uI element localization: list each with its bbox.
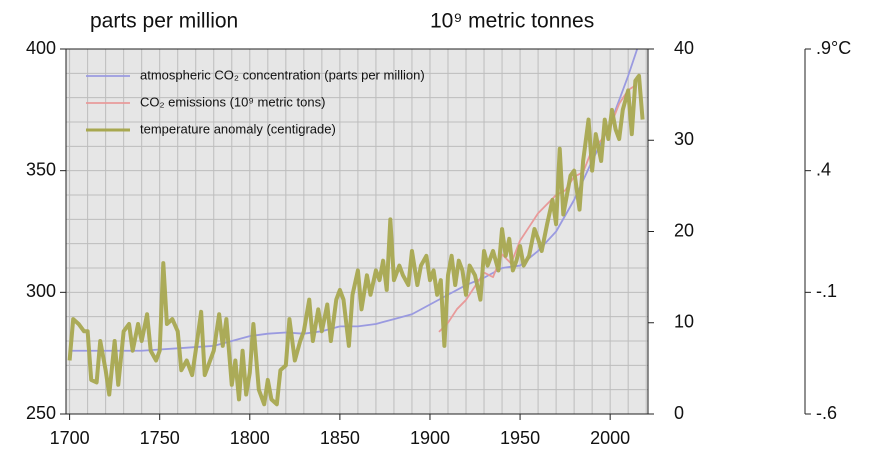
y3-tick-label: .9°C bbox=[816, 38, 851, 58]
x-tick-label: 2000 bbox=[590, 428, 630, 448]
y-tick-label: 250 bbox=[26, 403, 56, 423]
x-tick-label: 1750 bbox=[140, 428, 180, 448]
series-line bbox=[67, 73, 645, 407]
y-tick-label: 400 bbox=[26, 38, 56, 58]
legend-label: atmospheric CO₂ concentration (parts per… bbox=[140, 67, 425, 82]
y2-axis-title: 10⁹ metric tonnes bbox=[430, 10, 594, 33]
y2-tick-label: 0 bbox=[674, 403, 684, 423]
y2-tick-label: 30 bbox=[674, 129, 694, 149]
y-tick-label: 300 bbox=[26, 281, 56, 301]
x-tick-label: 1900 bbox=[410, 428, 450, 448]
series-layer bbox=[67, 49, 645, 407]
plot-area bbox=[66, 49, 648, 414]
x-tick-label: 1850 bbox=[320, 428, 360, 448]
y2-tick-label: 40 bbox=[674, 38, 694, 58]
y2-tick-label: 20 bbox=[674, 220, 694, 240]
legend-label: temperature anomaly (centigrade) bbox=[140, 121, 336, 136]
x-tick-label: 1950 bbox=[500, 428, 540, 448]
y2-tick-label: 10 bbox=[674, 312, 694, 332]
y-axis-title: parts per million bbox=[90, 10, 238, 33]
y-tick-label: 350 bbox=[26, 159, 56, 179]
legend-label: CO₂ emissions (10⁹ metric tons) bbox=[140, 94, 325, 109]
y3-tick-label: -.1 bbox=[816, 281, 837, 301]
x-tick-label: 1700 bbox=[50, 428, 90, 448]
x-tick-label: 1800 bbox=[230, 428, 270, 448]
series-line bbox=[69, 49, 639, 352]
y3-tick-label: .4 bbox=[816, 159, 831, 179]
y3-tick-label: -.6 bbox=[816, 403, 837, 423]
